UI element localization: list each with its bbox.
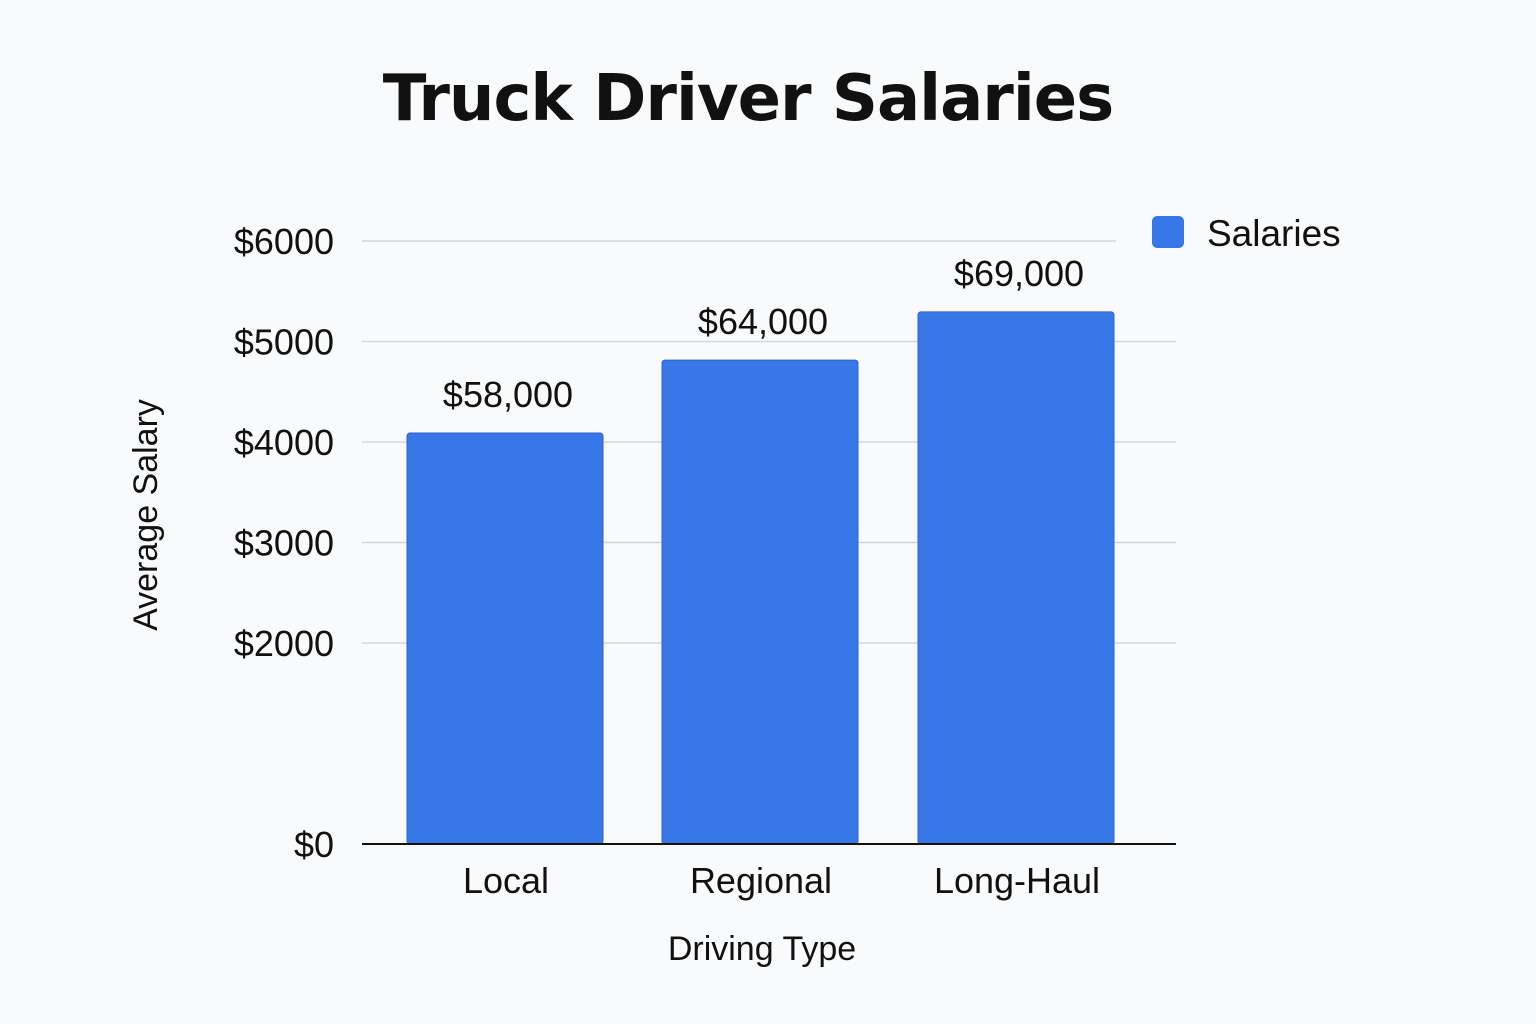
x-tick-label: Regional — [690, 860, 832, 901]
y-axis-title: Average Salary — [127, 399, 165, 631]
data-label: $69,000 — [954, 253, 1084, 294]
x-tick-label: Long-Haul — [934, 860, 1100, 901]
x-tick-label: Local — [463, 860, 549, 901]
legend: Salaries — [1152, 213, 1341, 254]
data-label: $64,000 — [698, 301, 828, 342]
x-axis-ticks: Local Regional Long-Haul — [463, 860, 1100, 901]
x-axis-title: Driving Type — [668, 930, 856, 968]
bar — [661, 359, 859, 845]
y-tick-label: $4000 — [234, 422, 334, 463]
y-axis-ticks: $0 $2000 $3000 $4000 $5000 $6000 — [234, 221, 334, 865]
y-tick-label: $0 — [294, 824, 334, 865]
data-labels: $58,000 $64,000 $69,000 — [443, 253, 1084, 415]
bar — [917, 311, 1115, 845]
y-tick-label: $6000 — [234, 221, 334, 262]
y-tick-label: $2000 — [234, 623, 334, 664]
chart-title: Truck Driver Salaries — [382, 62, 1115, 136]
bar — [406, 432, 604, 845]
y-tick-label: $5000 — [234, 322, 334, 363]
bars — [406, 311, 1115, 845]
y-tick-label: $3000 — [234, 523, 334, 564]
legend-label: Salaries — [1207, 213, 1341, 254]
data-label: $58,000 — [443, 374, 573, 415]
legend-swatch — [1152, 216, 1184, 248]
